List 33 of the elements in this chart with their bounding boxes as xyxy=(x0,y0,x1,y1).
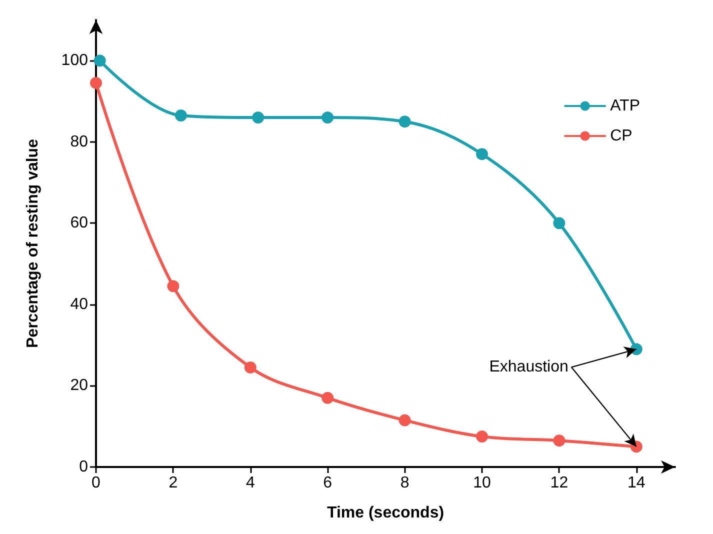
point xyxy=(174,110,187,122)
point xyxy=(322,392,334,404)
x-tick-label: 6 xyxy=(323,474,332,492)
x-tick-label: 4 xyxy=(246,474,255,492)
legend-label: ATP xyxy=(610,98,640,114)
point xyxy=(322,112,334,124)
point xyxy=(398,414,411,426)
y-tick-label: 60 xyxy=(70,214,88,232)
x-tick-label: 14 xyxy=(628,474,646,492)
y-tick-label: 0 xyxy=(79,458,88,476)
point xyxy=(94,54,106,67)
x-tick-label: 10 xyxy=(473,474,491,492)
point xyxy=(90,76,102,89)
point xyxy=(553,217,566,230)
x-axis-title: Time (seconds) xyxy=(326,504,444,522)
point xyxy=(476,430,488,443)
y-tick-label: 100 xyxy=(61,52,88,70)
point xyxy=(553,434,566,447)
y-axis-title: Percentage of resting value xyxy=(24,138,42,348)
x-tick-label: 2 xyxy=(168,474,178,492)
point xyxy=(476,148,488,160)
x-tick-label: 8 xyxy=(400,474,410,492)
y-tick-label: 20 xyxy=(70,377,88,394)
annotation: Exhaustion xyxy=(489,358,568,376)
y-tick-label: 40 xyxy=(70,296,88,313)
x-tick-label: 12 xyxy=(550,474,568,492)
point xyxy=(398,116,411,128)
point xyxy=(244,361,256,374)
y-tick-label: 80 xyxy=(70,133,88,150)
x-tick-label: 0 xyxy=(92,474,101,492)
point xyxy=(167,280,180,292)
legend-label: CP xyxy=(610,128,632,144)
point xyxy=(252,112,264,124)
